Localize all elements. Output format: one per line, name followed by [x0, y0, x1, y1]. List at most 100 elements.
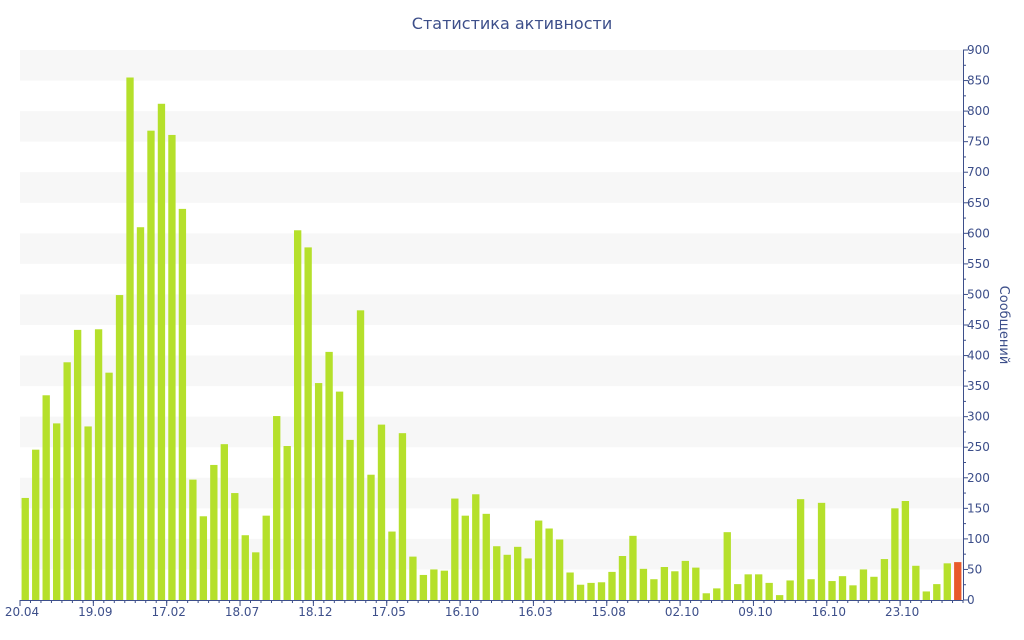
bar	[157, 103, 166, 601]
bar	[828, 581, 836, 600]
bar	[901, 501, 910, 600]
y-tick-label: 650	[967, 196, 990, 210]
bar	[587, 582, 595, 600]
bar	[734, 584, 742, 600]
y-tick-label: 500	[967, 287, 990, 301]
bar	[650, 579, 658, 600]
bar	[608, 571, 616, 600]
bar	[545, 528, 553, 600]
bar	[430, 569, 438, 600]
bar	[891, 508, 899, 600]
bar	[304, 247, 312, 600]
grid-bands	[20, 50, 963, 570]
bar	[105, 372, 113, 600]
grid-band	[20, 294, 963, 325]
bar	[472, 494, 480, 600]
bar	[555, 539, 564, 600]
bar	[922, 591, 930, 600]
chart-title: Статистика активности	[411, 14, 613, 33]
bar	[115, 295, 124, 600]
bar	[807, 579, 815, 600]
y-tick-label: 850	[967, 74, 990, 88]
y-tick-label: 0	[967, 593, 975, 607]
y-tick-label: 200	[967, 471, 990, 485]
bar	[482, 513, 490, 600]
grid-band	[20, 111, 963, 142]
bar	[94, 329, 103, 600]
bar	[409, 556, 417, 600]
bar	[367, 474, 375, 600]
bar	[702, 593, 710, 600]
bar	[252, 552, 260, 600]
bar	[84, 426, 92, 600]
bar	[796, 499, 805, 600]
y-axis: 0 50 100 150 200 250 300 350 400 450 500 550 600 650 7…	[963, 43, 990, 607]
bar	[692, 567, 700, 600]
bar	[53, 423, 61, 600]
bar	[42, 395, 50, 600]
bar	[136, 227, 145, 600]
bar	[189, 479, 197, 600]
bar	[618, 556, 627, 600]
x-tick-label: 16.03	[518, 605, 552, 619]
bar	[723, 532, 731, 600]
bar	[755, 574, 763, 600]
x-tick-label: 09.10	[738, 605, 772, 619]
bar	[356, 310, 365, 600]
bar	[63, 362, 71, 600]
bar	[346, 439, 354, 600]
y-tick-label: 150	[967, 501, 990, 515]
y-tick-label: 300	[967, 410, 990, 424]
bar	[524, 558, 532, 600]
y-tick-label: 600	[967, 226, 990, 240]
bar	[73, 329, 82, 600]
x-tick-label: 17.05	[372, 605, 406, 619]
x-tick-label: 02.10	[665, 605, 699, 619]
bar	[325, 351, 333, 600]
x-tick-label: 20.04	[5, 605, 39, 619]
bar	[817, 502, 826, 600]
bar	[576, 584, 585, 600]
bar	[671, 571, 679, 600]
x-tick-label: 19.09	[78, 605, 112, 619]
x-tick-label: 16.10	[445, 605, 479, 619]
y-tick-label: 900	[967, 43, 990, 57]
grid-band	[20, 172, 963, 203]
bar	[933, 584, 941, 600]
bar	[388, 531, 396, 600]
x-tick-label: 16.10	[812, 605, 846, 619]
bar	[943, 563, 951, 600]
grid-band	[20, 233, 963, 264]
bar	[775, 595, 784, 600]
y-tick-label: 250	[967, 440, 990, 454]
y-tick-label: 700	[967, 165, 990, 179]
bar	[241, 535, 249, 600]
bar	[273, 416, 281, 600]
bar	[639, 568, 648, 600]
grid-band	[20, 477, 963, 509]
y-tick-label: 450	[967, 318, 990, 332]
grid-band	[20, 538, 963, 570]
y-tick-label: 100	[967, 532, 990, 546]
bar	[178, 208, 187, 600]
x-tick-label: 23.10	[885, 605, 919, 619]
bar	[220, 444, 228, 600]
bar	[786, 580, 794, 600]
bar	[210, 464, 218, 600]
bar	[660, 567, 669, 600]
bars-group	[21, 77, 962, 601]
bar	[231, 493, 239, 600]
bar	[534, 520, 543, 600]
bar	[126, 77, 134, 600]
bar	[713, 588, 721, 600]
bar	[419, 574, 428, 600]
y-tick-label: 750	[967, 135, 990, 149]
bar	[681, 560, 690, 600]
x-tick-label: 18.07	[225, 605, 259, 619]
y-tick-label: 800	[967, 104, 990, 118]
x-tick-label: 17.02	[152, 605, 186, 619]
bar	[629, 535, 637, 600]
bar	[377, 424, 386, 600]
bar	[838, 576, 847, 600]
